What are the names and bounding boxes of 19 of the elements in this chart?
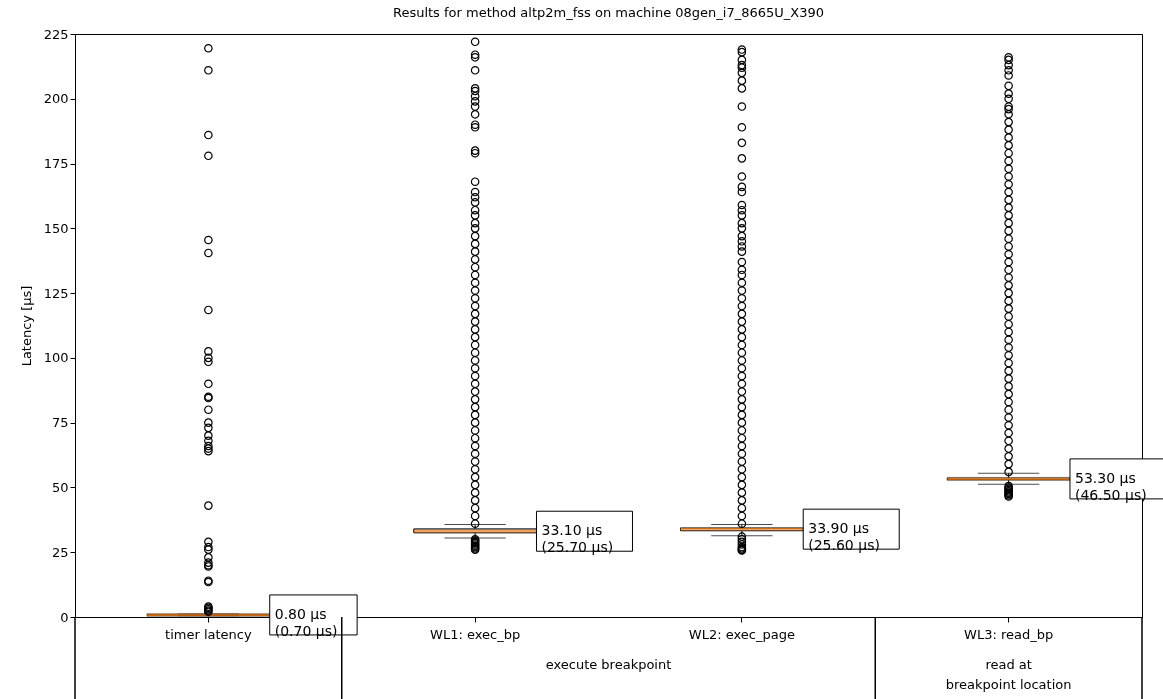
y-tick-label: 225 [43,26,69,42]
x-tick-label: WL1: exec_bp [430,626,521,642]
y-tick-label: 75 [51,415,69,431]
text: execute breakpoint [545,657,672,672]
annotation: 33.90 µs (25.60 µs) [808,520,880,554]
y-tick-label: 200 [43,91,69,107]
x-tick-label: WL3: read_bp [964,626,1054,642]
x-tick-label: WL2: exec_page [688,626,795,642]
y-tick-label: 150 [43,220,69,236]
x-tick-label: timer latency [165,626,252,642]
y-tick-label: 175 [43,156,69,172]
y-tick-label: 125 [43,285,69,301]
y-tick-label: 100 [43,350,69,366]
y-tick-label: 25 [51,544,69,560]
y-axis-title: Latency [µs] [18,285,34,367]
y-tick-label: 0 [60,609,69,625]
y-tick-label: 50 [51,479,69,495]
text: read at breakpoint location [945,657,1072,692]
chart-title: Results for method altp2m_fss on machine 08gen_i7_8665U_X390 [392,5,825,20]
